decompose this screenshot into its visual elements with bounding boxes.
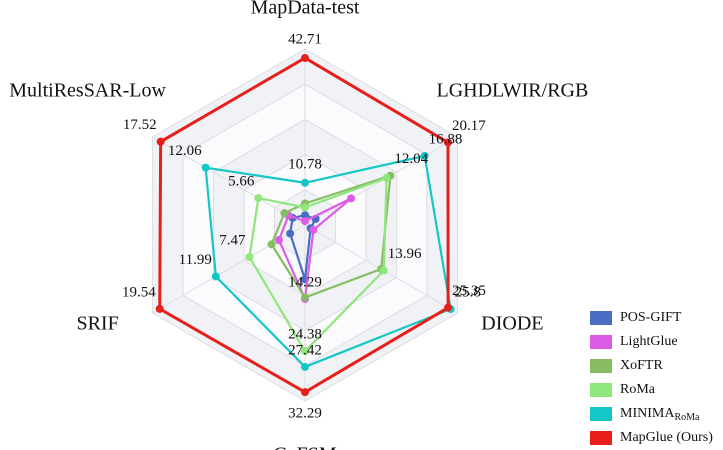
value-label: 14.29: [288, 274, 322, 290]
value-label: 13.96: [388, 246, 422, 262]
value-label: 27.42: [288, 342, 322, 358]
value-label: 16.88: [429, 131, 463, 147]
data-point: [444, 303, 453, 312]
value-label: 12.04: [394, 151, 428, 167]
data-point: [155, 304, 164, 313]
legend-label: MapGlue (Ours): [620, 430, 713, 445]
value-label: 17.52: [123, 117, 157, 133]
legend-swatch: [590, 311, 612, 325]
axis-label: DIODE: [481, 313, 543, 335]
value-label: 25.35: [452, 283, 486, 299]
data-point: [156, 137, 165, 146]
legend-label: XoFTR: [620, 358, 663, 373]
legend-name: MapGlue (Ours): [620, 430, 713, 445]
legend-name: MINIMA: [620, 406, 675, 421]
data-point: [301, 217, 309, 226]
legend-label: LightGlue: [620, 334, 678, 349]
data-point: [420, 151, 429, 160]
axis-label: LGHDLWIR/RGB: [436, 80, 588, 102]
legend-name: POS-GIFT: [620, 310, 682, 325]
value-label: 7.47: [219, 233, 246, 249]
value-label: 19.54: [122, 284, 156, 300]
legend-swatch: [590, 407, 612, 421]
axis-label: SRIF: [76, 313, 118, 335]
data-point: [347, 194, 356, 203]
legend-name: RoMa: [620, 382, 656, 397]
data-point: [301, 388, 309, 397]
data-point: [201, 163, 210, 172]
data-point: [211, 272, 220, 281]
data-point: [254, 194, 263, 203]
data-point: [301, 362, 309, 371]
legend-swatch: [590, 383, 612, 397]
axis-label: MultiResSAR-Low: [9, 80, 166, 102]
legend-subscript: RoMa: [674, 412, 700, 423]
value-label: 11.99: [179, 252, 212, 268]
data-point: [301, 347, 309, 356]
data-point: [280, 209, 289, 218]
value-label: 5.66: [228, 174, 255, 190]
legend-name: XoFTR: [620, 358, 663, 373]
data-point: [286, 229, 295, 238]
legend-swatch: [590, 335, 612, 349]
legend-label: POS-GIFT: [620, 310, 682, 325]
data-point: [379, 266, 388, 275]
value-label: 10.78: [288, 156, 322, 172]
data-point: [382, 173, 391, 182]
data-point: [309, 225, 318, 234]
axis-label: CoFSM: [273, 444, 337, 450]
data-point: [301, 211, 309, 220]
value-label: 42.71: [288, 31, 322, 47]
data-point: [443, 138, 452, 147]
value-label: 24.38: [288, 327, 322, 343]
legend-label: RoMa: [620, 382, 656, 397]
legend-swatch: [590, 359, 612, 373]
legend-name: LightGlue: [620, 334, 678, 349]
value-label: 25.8: [455, 285, 481, 301]
axis-label: MapData-test: [251, 0, 360, 19]
data-point: [301, 203, 309, 212]
legend-swatch: [590, 431, 612, 445]
data-point: [301, 178, 309, 187]
data-point: [274, 236, 283, 245]
value-label: 20.17: [452, 118, 486, 134]
data-point: [267, 240, 276, 249]
data-point: [301, 53, 309, 62]
data-point: [301, 293, 309, 302]
value-label: 12.06: [168, 143, 202, 159]
data-point: [245, 253, 254, 262]
legend-label: MINIMARoMa: [620, 406, 700, 423]
axis-line: [152, 136, 306, 226]
value-label: 32.29: [288, 406, 322, 422]
